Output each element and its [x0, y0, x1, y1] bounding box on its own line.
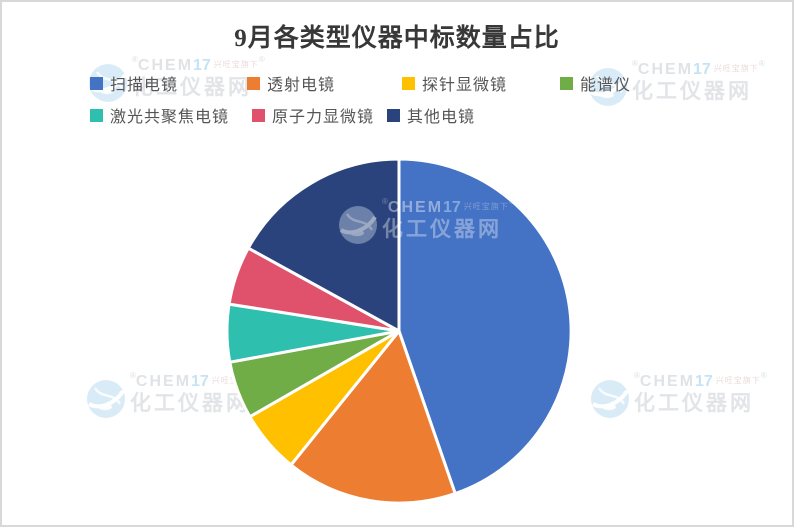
legend-label-1: 扫描电镜 — [110, 77, 179, 94]
legend-label-3: 探针显微镜 — [422, 77, 508, 94]
legend-label-7: 其他电镜 — [407, 109, 476, 126]
legend-item-5: 激光共聚焦电镜 — [90, 103, 229, 127]
legend-swatch-1 — [90, 76, 103, 90]
legend-swatch-4 — [560, 76, 573, 90]
legend-label-5: 激光共聚焦电镜 — [110, 109, 230, 126]
legend-label-2: 透射电镜 — [267, 77, 336, 94]
legend-swatch-2 — [247, 76, 260, 90]
legend-item-2: 透射电镜 — [247, 71, 335, 95]
pie-slice-1 — [397, 157, 573, 496]
legend-swatch-7 — [387, 108, 400, 122]
legend-swatch-3 — [402, 76, 415, 90]
legend-item-4: 能谱仪 — [560, 71, 631, 95]
pie-slice-2 — [289, 329, 457, 505]
legend-item-6: 原子力显微镜 — [252, 103, 374, 127]
legend-swatch-6 — [252, 108, 265, 122]
legend-label-4: 能谱仪 — [580, 77, 632, 94]
legend-swatch-5 — [90, 108, 103, 122]
legend-item-3: 探针显微镜 — [402, 71, 507, 95]
pie-slice-7 — [246, 157, 401, 333]
legend-label-6: 原子力显微镜 — [272, 109, 375, 126]
legend-item-7: 其他电镜 — [387, 103, 475, 127]
chart-title: 9月各类型仪器中标数量占比 — [234, 25, 560, 52]
legend-item-1: 扫描电镜 — [90, 71, 178, 95]
